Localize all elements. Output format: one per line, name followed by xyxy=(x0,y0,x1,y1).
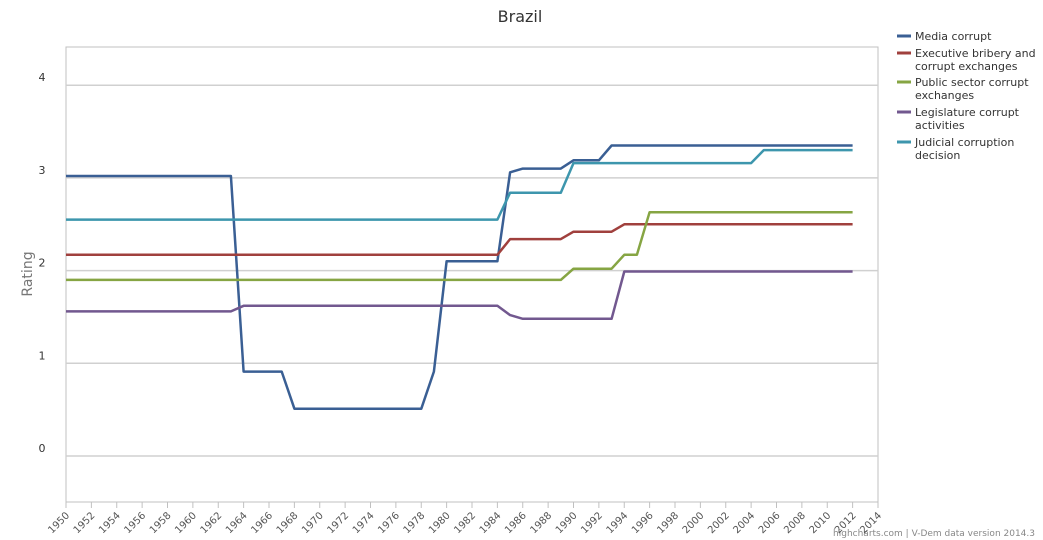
x-tick-label: 1972 xyxy=(325,510,351,536)
x-tick-label: 1962 xyxy=(199,510,225,536)
x-tick-label: 1980 xyxy=(427,510,453,536)
x-tick-label: 1992 xyxy=(579,510,605,536)
x-tick-label: 1984 xyxy=(478,510,504,536)
x-tick-label: 1976 xyxy=(376,510,402,536)
credit-text: highcharts.com | V-Dem data version 2014… xyxy=(833,529,1035,539)
x-tick-label: 2002 xyxy=(706,510,732,536)
x-tick-label: 1998 xyxy=(655,510,681,536)
legend-item: Public sector corrupt exchanges xyxy=(915,76,1029,102)
x-tick-label: 2000 xyxy=(681,510,707,536)
legend-item: Media corrupt xyxy=(915,30,992,43)
x-tick-label: 2008 xyxy=(782,510,808,536)
x-tick-label: 1964 xyxy=(224,510,250,536)
x-tick-label: 1968 xyxy=(275,510,301,536)
x-tick-label: 1982 xyxy=(452,510,478,536)
x-tick-label: 1970 xyxy=(300,510,326,536)
y-tick-label: 2 xyxy=(39,257,46,270)
x-tick-label: 2006 xyxy=(757,510,783,536)
legend-item: Executive bribery and corrupt exchanges xyxy=(915,47,1036,73)
series-line xyxy=(66,270,853,321)
x-tick-label: 1950 xyxy=(46,510,72,536)
x-tick-label: 2010 xyxy=(808,510,834,536)
x-tick-label: 1988 xyxy=(528,510,554,536)
series-line xyxy=(66,210,853,282)
x-tick-label: 1986 xyxy=(503,510,529,536)
y-tick-label: 3 xyxy=(39,164,46,177)
series-line xyxy=(66,144,853,410)
series-line xyxy=(66,148,853,221)
y-axis-label: Rating xyxy=(20,251,36,296)
x-tick-label: 1990 xyxy=(554,510,580,536)
x-tick-label: 1978 xyxy=(402,510,428,536)
x-tick-label: 1956 xyxy=(122,510,148,536)
series-line xyxy=(66,223,853,257)
y-tick-label: 1 xyxy=(39,349,46,362)
y-tick-label: 0 xyxy=(39,442,46,455)
x-tick-label: 1958 xyxy=(148,510,174,536)
y-tick-label: 4 xyxy=(39,71,46,84)
x-tick-label: 1952 xyxy=(72,510,98,536)
x-tick-label: 1966 xyxy=(249,510,275,536)
x-tick-label: 1974 xyxy=(351,510,377,536)
x-tick-label: 1954 xyxy=(97,510,123,536)
x-tick-label: 1994 xyxy=(605,510,631,536)
legend-item: Legislature corrupt activities xyxy=(915,106,1020,132)
x-tick-label: 1960 xyxy=(173,510,199,536)
x-tick-label: 2004 xyxy=(731,510,757,536)
x-tick-label: 1996 xyxy=(630,510,656,536)
legend-item: Judicial corruption decision xyxy=(914,136,1014,162)
chart-title: Brazil xyxy=(498,7,543,26)
plot-border xyxy=(65,46,879,503)
